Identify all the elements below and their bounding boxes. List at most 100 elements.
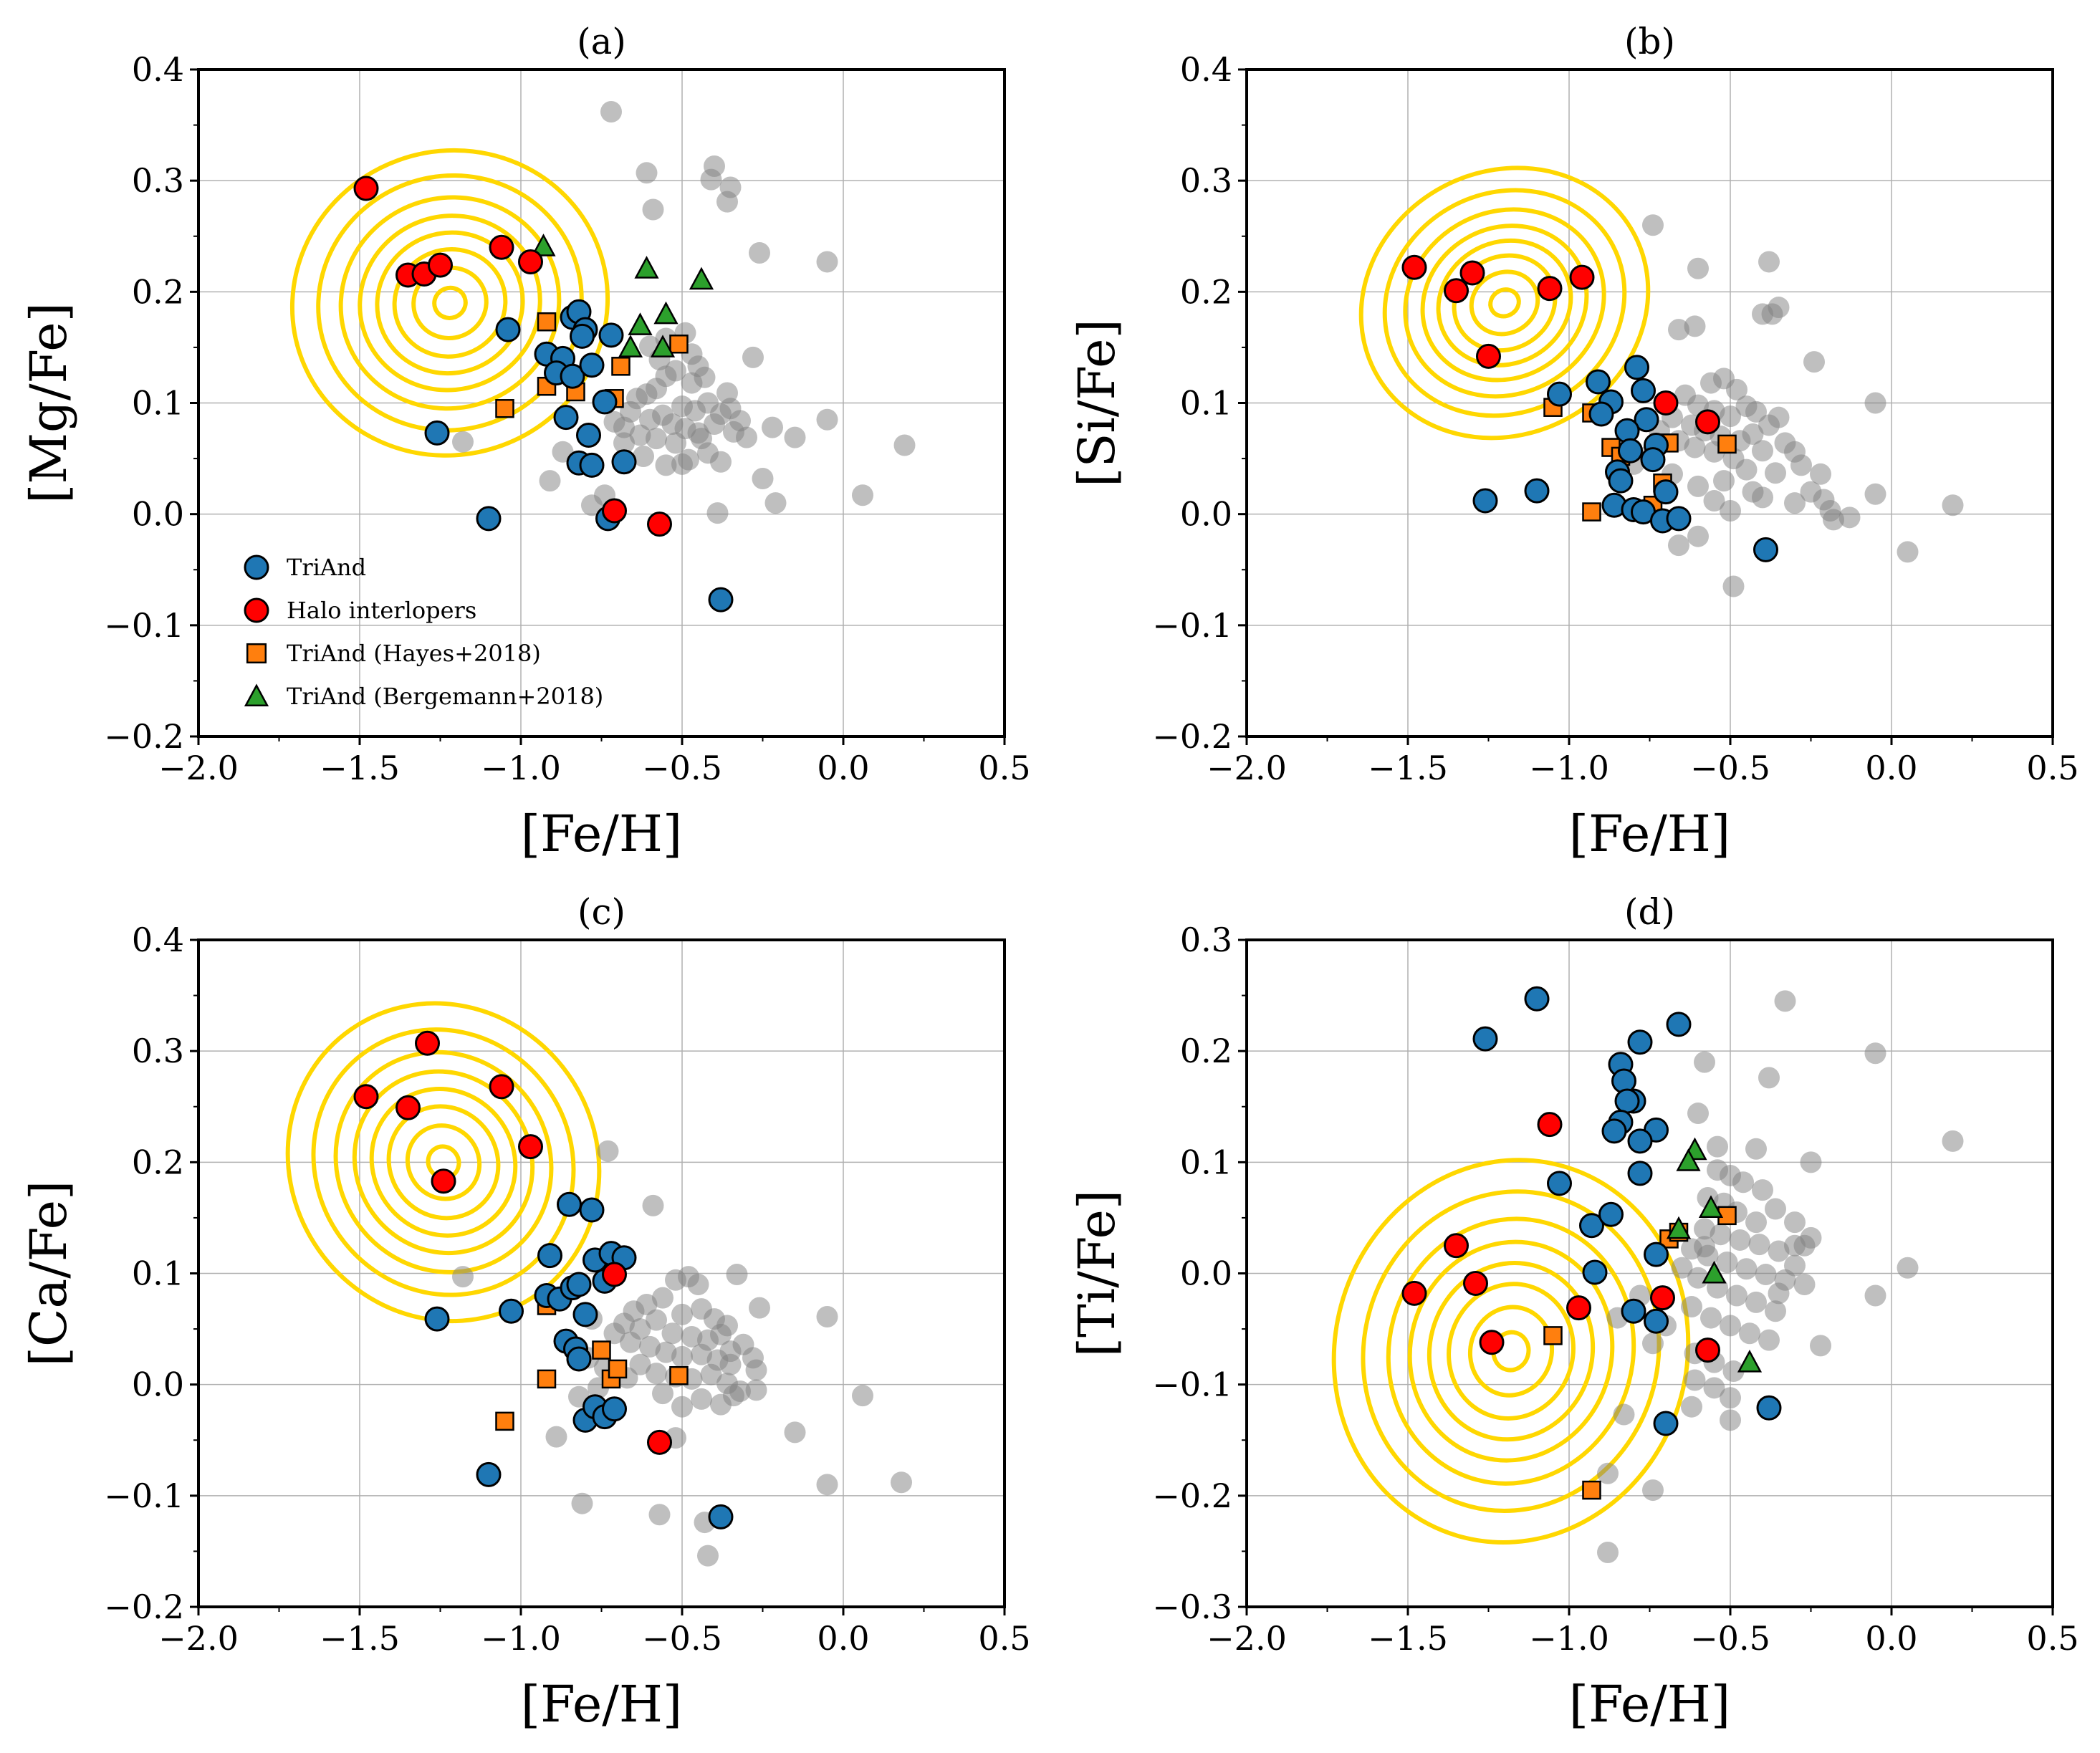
background-star-point: [1897, 1257, 1919, 1279]
triand-point: [1640, 447, 1666, 473]
triand-point: [1644, 1308, 1669, 1334]
halo-point: [1459, 260, 1485, 286]
bergemann-point: [1698, 1195, 1724, 1218]
hayes-point: [1717, 434, 1737, 454]
ticks: −2.0 −1.5 −1.0 −0.5 0.0 0.5 −0.3 −0.2 −0.1 0.0 0.1…: [1152, 921, 2079, 1658]
triand-point: [708, 1504, 734, 1529]
background-star-point: [1694, 1051, 1715, 1073]
background-star-point: [1684, 1369, 1706, 1391]
x-tick-label: −1.0: [481, 1619, 561, 1658]
triand-point: [424, 420, 450, 446]
background-star-point: [745, 1359, 767, 1381]
background-star-point: [1790, 454, 1812, 476]
triand-point: [1624, 355, 1649, 380]
legend-label: TriAnd (Hayes+2018): [287, 640, 541, 667]
background-star-point: [1687, 475, 1709, 497]
background-star-point: [681, 372, 703, 394]
triand-point: [553, 405, 579, 431]
hayes-point: [537, 312, 557, 332]
y-tick-label: 0.2: [132, 1143, 184, 1181]
x-axis-label: [Fe/H]: [1569, 805, 1730, 863]
background-star-point: [1729, 1229, 1751, 1251]
y-tick-label: 0.0: [1180, 1254, 1232, 1293]
legend-label: Halo interlopers: [287, 597, 476, 624]
background-star-point: [1687, 257, 1709, 279]
hayes-point: [1582, 502, 1601, 522]
legend-entry-hayes: TriAnd (Hayes+2018): [246, 640, 541, 667]
triand-point: [1582, 1259, 1608, 1285]
background-star-point: [1732, 1171, 1754, 1194]
x-tick-label: −2.0: [1207, 749, 1287, 787]
bergemann-point: [618, 335, 643, 357]
y-tick-label: 0.2: [1180, 1032, 1232, 1070]
background-star-point: [1897, 541, 1919, 563]
contour-level-4: [1427, 1260, 1596, 1442]
background-star-point: [1810, 463, 1831, 485]
background-star-point: [571, 1492, 593, 1514]
triand-point: [424, 1306, 450, 1332]
triand-point: [566, 1346, 592, 1372]
background-star-point: [1823, 509, 1844, 531]
hayes-point: [669, 335, 689, 354]
triand-point: [1618, 438, 1643, 464]
series-triand: [1472, 355, 1778, 562]
halo-point: [1444, 1233, 1469, 1259]
y-tick-label: 0.3: [132, 161, 184, 200]
contour-level-6: [338, 195, 562, 411]
y-axis-label: [Ca/Fe]: [19, 1181, 78, 1367]
background-star-point: [700, 1363, 722, 1385]
background-star-point: [1942, 494, 1964, 517]
bergemann-point: [1737, 1350, 1763, 1373]
contour-level-1: [1488, 287, 1521, 319]
background-stars: [1597, 990, 1964, 1563]
triand-point: [598, 322, 624, 348]
background-star-point: [646, 1363, 667, 1385]
halo-point: [415, 1030, 440, 1056]
x-tick-label: −2.0: [158, 749, 239, 787]
legend-entry-bergemann: TriAnd (Bergemann+2018): [244, 683, 603, 710]
halo-point: [1463, 1270, 1488, 1296]
x-tick-label: 0.5: [978, 749, 1030, 787]
series-bergemann: [531, 234, 714, 357]
background-star-point: [452, 1266, 474, 1288]
contour-level-7: [311, 1027, 576, 1297]
y-tick-label: 0.1: [132, 384, 184, 423]
background-star-point: [1720, 1315, 1741, 1337]
panel-c: −2.0 −1.5 −1.0 −0.5 0.0 0.5 −0.2 −0.1 0.0 0.1 0.2 0…: [19, 891, 1031, 1734]
background-star-point: [665, 432, 686, 454]
background-star-point: [1784, 492, 1806, 514]
halo-point: [1653, 390, 1679, 416]
y-tick-label: 0.3: [1180, 921, 1232, 959]
background-star-point: [1716, 1251, 1738, 1273]
background-star-point: [1735, 458, 1758, 481]
halo-point: [1401, 1280, 1427, 1306]
hayes-point: [495, 1411, 514, 1431]
halo-point: [1537, 276, 1563, 302]
background-star-point: [752, 468, 774, 490]
background-star-point: [648, 1504, 671, 1526]
halo-point: [647, 1429, 672, 1455]
y-tick-label: 0.0: [132, 1365, 184, 1404]
contour-level-5: [352, 1069, 535, 1256]
triand-point: [708, 587, 734, 613]
triand-point: [572, 1302, 598, 1327]
density-contours: [1331, 1158, 1691, 1545]
series-halo: [1401, 1112, 1720, 1363]
triand-point: [1753, 537, 1778, 562]
background-star-point: [1758, 1067, 1780, 1089]
x-axis-label: [Fe/H]: [521, 805, 682, 863]
background-star-point: [1745, 1291, 1767, 1313]
panel-title: (b): [1624, 21, 1675, 62]
series-bergemann: [1666, 1137, 1763, 1373]
bergemann-point: [689, 266, 714, 290]
background-star-point: [652, 1383, 673, 1405]
x-tick-label: −0.5: [642, 749, 722, 787]
background-star-point: [784, 1421, 806, 1444]
background-star-point: [816, 1474, 838, 1496]
triand-point: [1586, 369, 1611, 395]
halo-point: [1537, 1112, 1563, 1138]
y-tick-label: −0.1: [1152, 1365, 1232, 1404]
triand-point: [1627, 1128, 1653, 1154]
x-tick-label: −1.0: [1529, 1619, 1609, 1658]
background-star-point: [1758, 251, 1780, 273]
